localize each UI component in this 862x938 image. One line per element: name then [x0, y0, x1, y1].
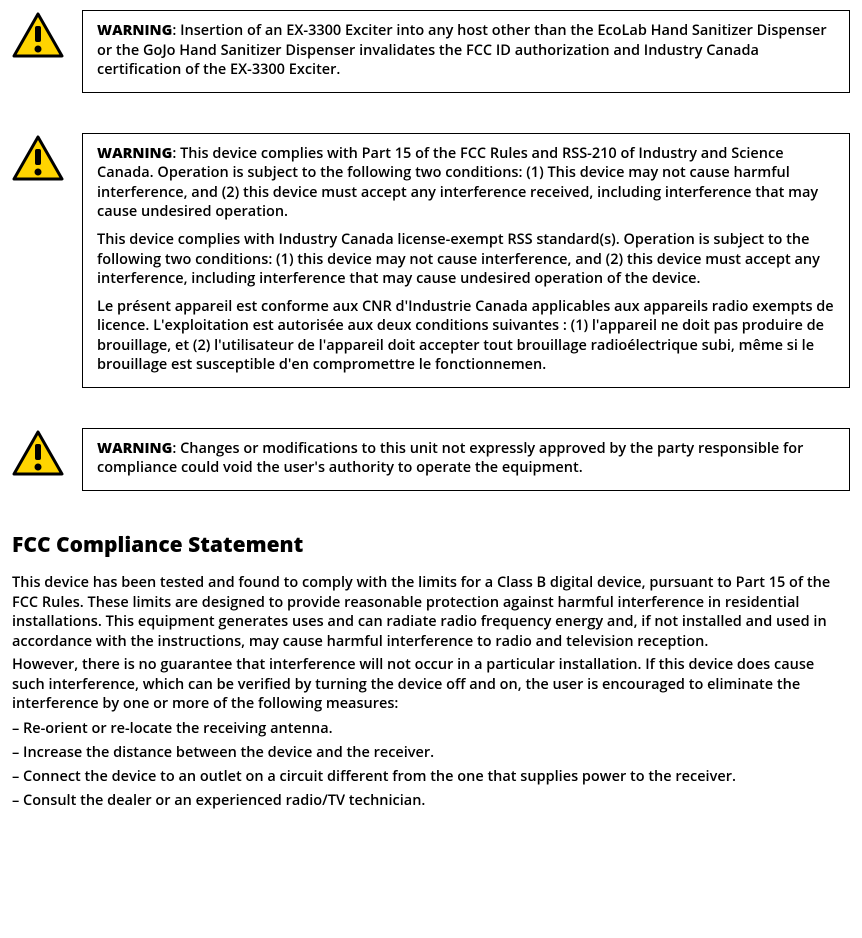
list-item: – Connect the device to an outlet on a c…	[12, 766, 850, 787]
warning-block: WARNING: Changes or modifications to thi…	[12, 428, 850, 491]
warning-block: WARNING: Insertion of an EX-3300 Exciter…	[12, 10, 850, 93]
body-paragraph: This device has been tested and found to…	[12, 573, 850, 651]
warning-text: Le présent appareil est conforme aux CNR…	[97, 297, 835, 375]
list-item: – Increase the distance between the devi…	[12, 742, 850, 763]
warning-block: WARNING: This device complies with Part …	[12, 133, 850, 388]
warning-label: WARNING	[97, 144, 172, 163]
warning-icon-col	[12, 10, 82, 63]
warning-text: WARNING: Insertion of an EX-3300 Exciter…	[97, 21, 835, 80]
section-heading: FCC Compliance Statement	[12, 531, 850, 559]
warning-icon-col	[12, 133, 82, 186]
list-item: – Consult the dealer or an experienced r…	[12, 790, 850, 811]
warning-text-span: : Changes or modifications to this unit …	[97, 439, 803, 478]
warning-text-span: : This device complies with Part 15 of t…	[97, 144, 818, 222]
body-paragraph: However, there is no guarantee that inte…	[12, 655, 850, 714]
warning-icon	[12, 12, 64, 58]
warning-icon-col	[12, 428, 82, 481]
warning-text: WARNING: Changes or modifications to thi…	[97, 439, 835, 478]
warning-text: WARNING: This device complies with Part …	[97, 144, 835, 222]
warning-box: WARNING: Changes or modifications to thi…	[82, 428, 850, 491]
warning-text: This device complies with Industry Canad…	[97, 230, 835, 289]
warning-label: WARNING	[97, 439, 172, 458]
list-item: – Re-orient or re-locate the receiving a…	[12, 718, 850, 739]
warning-icon	[12, 430, 64, 476]
warning-icon	[12, 135, 64, 181]
warning-label: WARNING	[97, 21, 172, 40]
warning-box: WARNING: This device complies with Part …	[82, 133, 850, 388]
warning-text-span: : Insertion of an EX-3300 Exciter into a…	[97, 21, 827, 79]
warning-box: WARNING: Insertion of an EX-3300 Exciter…	[82, 10, 850, 93]
